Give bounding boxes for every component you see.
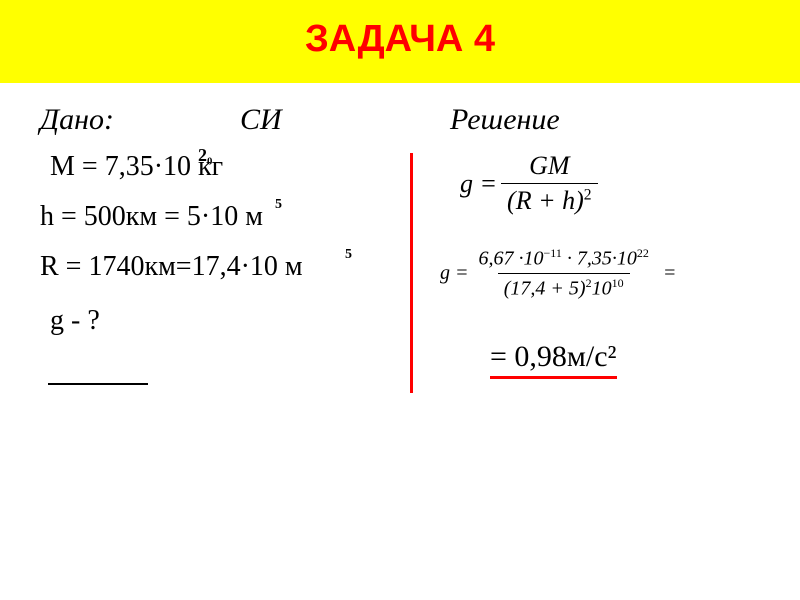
given-underline — [48, 383, 148, 385]
header-dano: Дано: — [40, 103, 240, 137]
r-exp: 5 — [345, 247, 352, 263]
content-area: Дано: СИ Решение М = 7,35·10 кг 2₀ h = 5… — [0, 83, 800, 169]
f2-den-b: 10 — [592, 277, 612, 299]
f2-den-b-exp: 10 — [612, 276, 624, 290]
r-text: R = 1740км=17,4·10 м — [40, 251, 303, 282]
title-bar: ЗАДАЧА 4 — [0, 0, 800, 83]
column-headers: Дано: СИ Решение — [40, 103, 760, 137]
formula-main: g = GM (R + h)2 — [460, 151, 780, 216]
f1-den-exp: 2 — [584, 186, 592, 203]
f2-fraction: 6,67 ·10−11 · 7,35·1022 (17,4 + 5)21010 — [473, 246, 655, 300]
f2-num-mid: · 7,35·10 — [562, 248, 637, 270]
f2-num-b-exp: 22 — [637, 246, 649, 260]
mass-line: М = 7,35·10 кг 2₀ — [40, 151, 420, 183]
slide-title: ЗАДАЧА 4 — [0, 18, 800, 61]
f2-denominator: (17,4 + 5)21010 — [498, 273, 630, 301]
f2-den-a: (17,4 + 5) — [504, 277, 586, 299]
f1-denominator: (R + h)2 — [501, 183, 598, 216]
f2-numerator: 6,67 ·10−11 · 7,35·1022 — [473, 246, 655, 273]
f2-lhs: g = — [440, 262, 469, 285]
solution-column: g = GM (R + h)2 g = 6,67 ·10−11 · 7,35·1… — [440, 151, 780, 379]
f1-lhs: g = — [460, 169, 497, 199]
h-exp: 5 — [275, 197, 282, 213]
f1-den-base: (R + h) — [507, 186, 584, 215]
f2-num-a: 6,67 ·10 — [479, 248, 544, 270]
f1-numerator: GM — [523, 151, 575, 183]
header-reshenie: Решение — [450, 103, 760, 137]
h-text: h = 500км = 5·10 м — [40, 201, 263, 232]
f2-num-a-exp: −11 — [544, 246, 562, 260]
given-column: М = 7,35·10 кг 2₀ h = 500км = 5·10 м 5 R… — [40, 151, 420, 355]
find-text: g - ? — [50, 305, 100, 336]
answer: = 0,98м/с² — [490, 340, 617, 379]
formula-calc: g = 6,67 ·10−11 · 7,35·1022 (17,4 + 5)21… — [440, 246, 780, 300]
mass-exp-overlay: 2₀ — [198, 145, 212, 166]
h-line: h = 500км = 5·10 м 5 — [40, 201, 420, 233]
f1-fraction: GM (R + h)2 — [501, 151, 598, 216]
header-si: СИ — [240, 103, 450, 137]
r-line: R = 1740км=17,4·10 м 5 — [40, 251, 420, 283]
f2-tail: = — [663, 262, 677, 285]
find-line: g - ? — [40, 305, 420, 337]
